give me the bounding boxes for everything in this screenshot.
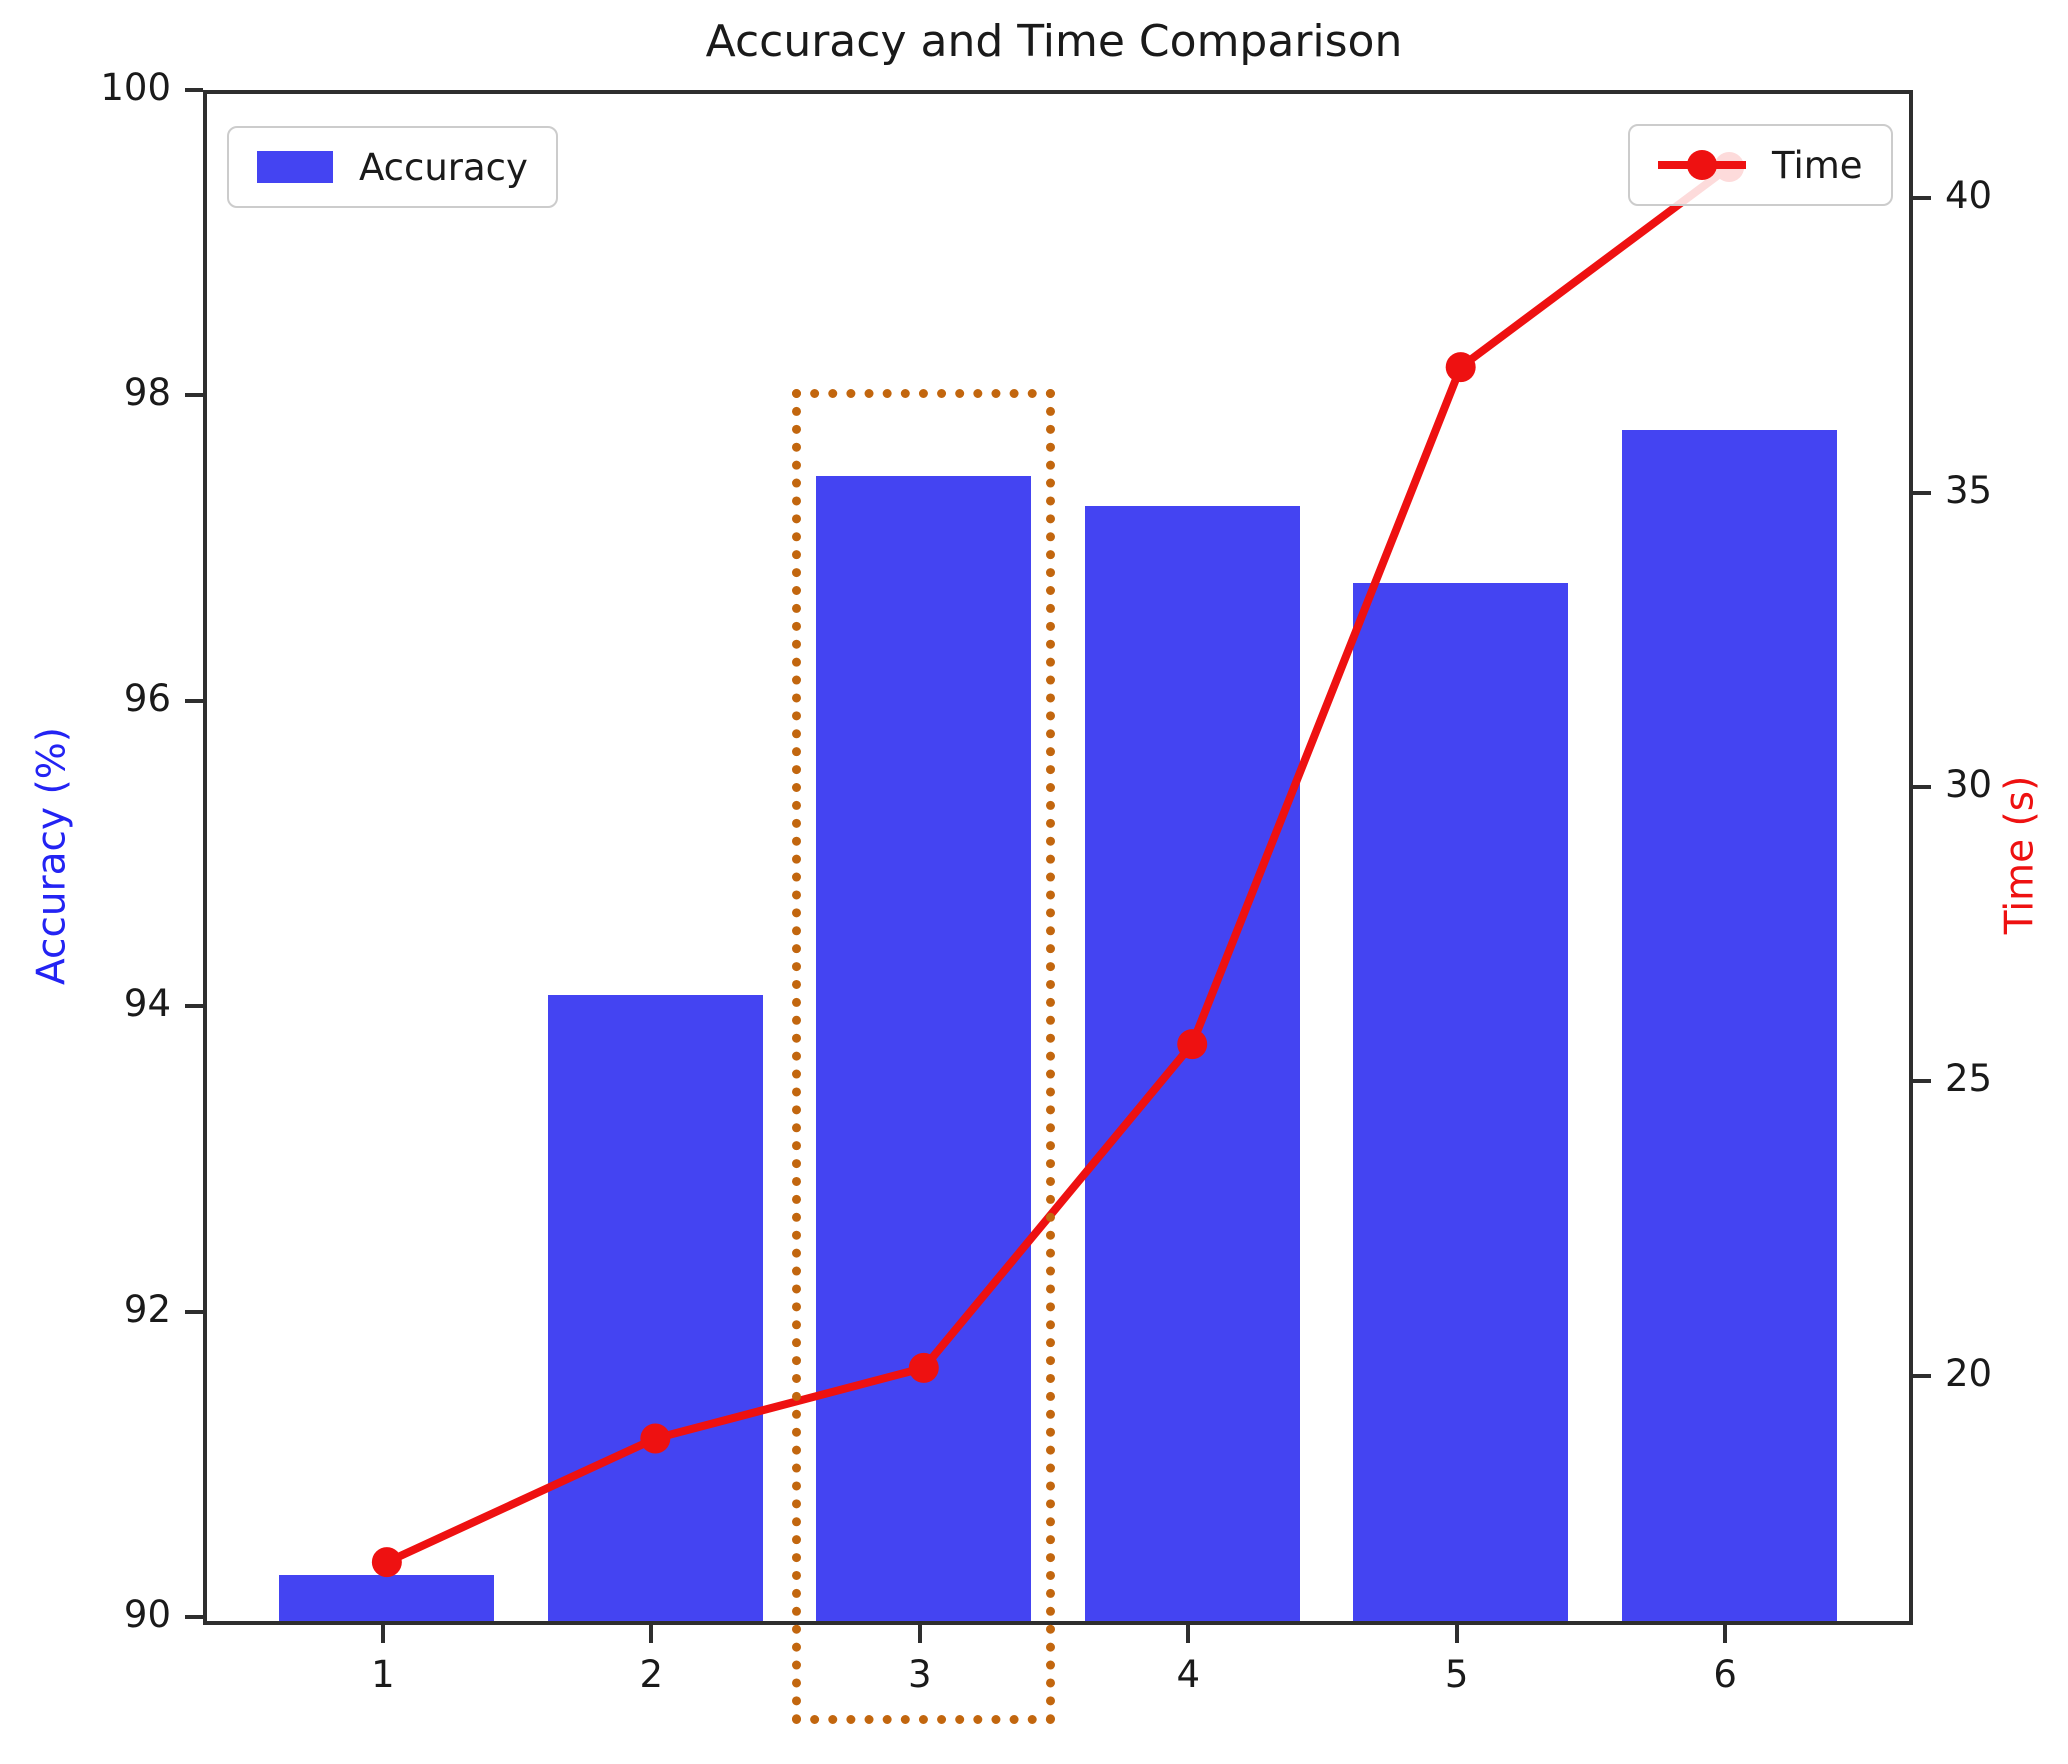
- left-axis-tick-label: 90: [123, 1593, 171, 1636]
- accuracy-bar-1: [279, 1575, 495, 1621]
- legend-accuracy: Accuracy: [227, 126, 558, 208]
- right-axis-tick-label: 35: [1945, 468, 1993, 512]
- time-marker-1: [371, 1547, 402, 1578]
- legend-accuracy-label: Accuracy: [359, 145, 528, 189]
- x-axis-tick-label: 2: [639, 1653, 664, 1696]
- accuracy-bar-2: [547, 994, 763, 1621]
- right-axis-tick: [1913, 784, 1931, 789]
- accuracy-bar-5: [1353, 582, 1569, 1621]
- x-axis-tick: [1186, 1625, 1191, 1643]
- left-axis-tick-label: 94: [123, 982, 171, 1026]
- x-axis-tick-label: 6: [1713, 1653, 1737, 1696]
- right-axis-tick: [1913, 490, 1931, 495]
- left-axis-tick: [185, 88, 203, 92]
- left-axis-tick-label: 96: [123, 676, 171, 720]
- x-axis-tick: [380, 1625, 385, 1643]
- time-line: [385, 163, 1732, 1566]
- left-axis-tick: [185, 1309, 203, 1314]
- right-axis-tick-label: 20: [1945, 1351, 1993, 1395]
- time-marker-5: [1445, 352, 1476, 383]
- time-marker-4: [1177, 1029, 1208, 1060]
- right-axis-tick: [1913, 196, 1931, 201]
- right-axis-tick-label: 40: [1945, 174, 1993, 218]
- x-axis-tick: [1723, 1625, 1728, 1643]
- x-axis-tick: [917, 1625, 922, 1643]
- x-axis-tick-label: 5: [1444, 1653, 1469, 1696]
- left-axis-tick: [185, 393, 203, 398]
- x-axis-tick: [1454, 1625, 1459, 1643]
- accuracy-swatch-icon: [257, 151, 333, 183]
- x-axis-tick-label: 1: [371, 1653, 395, 1696]
- right-axis-tick-label: 25: [1945, 1057, 1993, 1101]
- right-axis-tick: [1913, 1079, 1931, 1084]
- right-axis-tick-label: 30: [1945, 762, 1993, 806]
- right-axis-title: Time (s): [1997, 775, 2043, 935]
- left-axis-tick: [185, 698, 203, 703]
- plot-area: [203, 90, 1913, 1724]
- legend-time-label: Time: [1772, 143, 1863, 187]
- x-axis-tick-label: 3: [907, 1653, 932, 1696]
- x-axis-tick: [649, 1625, 654, 1643]
- left-axis-tick-label: 100: [100, 66, 171, 109]
- accuracy-bar-3: [816, 475, 1032, 1621]
- accuracy-bar-6: [1621, 429, 1837, 1621]
- highlight-dotted-box: [792, 388, 1056, 1724]
- legend-time: Time: [1628, 124, 1893, 206]
- left-axis-tick-label: 92: [123, 1287, 171, 1331]
- right-axis-tick: [1913, 1373, 1931, 1378]
- left-axis-tick: [185, 1004, 203, 1009]
- x-axis-tick-label: 4: [1176, 1653, 1200, 1696]
- left-axis-tick-label: 98: [123, 371, 171, 415]
- time-line-marker-icon: [1658, 149, 1746, 181]
- chart-title: Accuracy and Time Comparison: [705, 16, 1403, 67]
- time-marker-3: [908, 1352, 939, 1383]
- time-line-series: [371, 151, 1745, 1578]
- accuracy-bar-4: [1084, 506, 1300, 1621]
- left-axis-title: Accuracy (%): [29, 727, 75, 985]
- time-marker-2: [640, 1423, 671, 1454]
- left-axis-tick: [185, 1615, 203, 1619]
